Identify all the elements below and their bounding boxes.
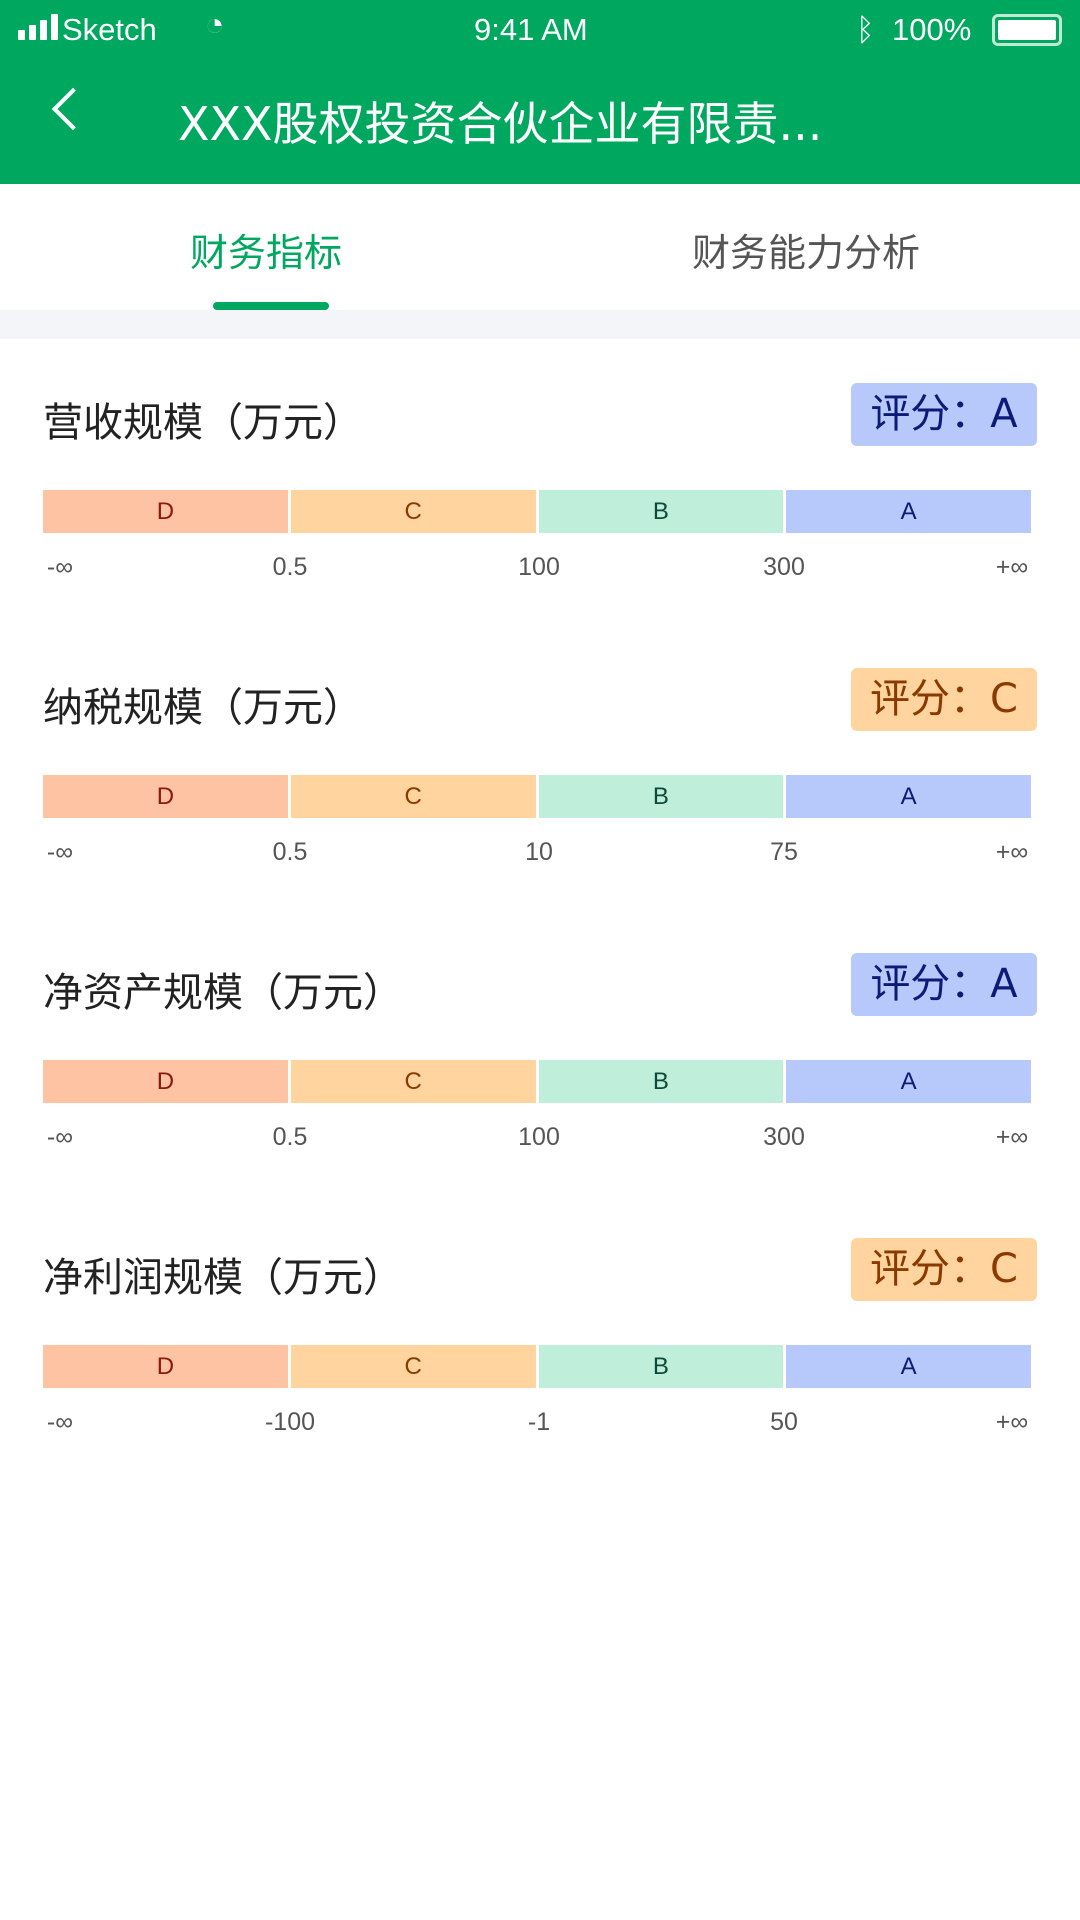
back-button[interactable] bbox=[51, 87, 95, 131]
threshold-label: +∞ bbox=[995, 1123, 1029, 1151]
tab-financial-ability-analysis[interactable]: 财务能力分析 bbox=[692, 231, 921, 275]
grade-segment-a: A bbox=[786, 775, 1031, 818]
battery-percent: 100% bbox=[892, 12, 972, 47]
grade-segment-c: C bbox=[290, 490, 536, 533]
bluetooth-icon: ᛒ bbox=[856, 12, 875, 47]
app-header: Sketch ◔ 9:41 AM ᛒ 100% XXX股权投资合伙企业有限责..… bbox=[0, 0, 1080, 184]
indicator-section: 营收规模（万元） 评分：A D C B A -∞ 0.5 100 300 +∞ bbox=[0, 383, 1080, 701]
grade-segment-a: A bbox=[786, 490, 1031, 533]
section-title: 净资产规模（万元） bbox=[43, 970, 403, 1016]
indicator-section: 净资产规模（万元） 评分：A D C B A -∞ 0.5 100 300 +∞ bbox=[0, 953, 1080, 1271]
divider bbox=[0, 310, 1080, 339]
threshold-label: 10 bbox=[525, 838, 553, 866]
grade-segment-c: C bbox=[290, 1060, 536, 1103]
threshold-label: 300 bbox=[763, 553, 805, 581]
grade-segment-b: B bbox=[538, 775, 784, 818]
threshold-label: +∞ bbox=[995, 1408, 1029, 1436]
threshold-label: -∞ bbox=[46, 553, 74, 581]
grade-segment-a: A bbox=[786, 1060, 1031, 1103]
page-title: XXX股权投资合伙企业有限责... bbox=[178, 97, 823, 151]
threshold-label: +∞ bbox=[995, 838, 1029, 866]
grade-segment-c: C bbox=[290, 775, 536, 818]
grade-segment-b: B bbox=[538, 490, 784, 533]
threshold-label: -∞ bbox=[46, 1408, 74, 1436]
threshold-label: 0.5 bbox=[272, 553, 308, 581]
score-badge: 评分：A bbox=[851, 383, 1037, 446]
battery-icon bbox=[992, 14, 1062, 46]
threshold-label: -1 bbox=[527, 1408, 551, 1436]
status-bar: Sketch ◔ 9:41 AM ᛒ 100% bbox=[0, 0, 1080, 62]
section-title: 净利润规模（万元） bbox=[43, 1255, 403, 1301]
threshold-label: 75 bbox=[770, 838, 798, 866]
wifi-icon: ◔ bbox=[205, 6, 225, 42]
threshold-label: 100 bbox=[518, 553, 560, 581]
clock: 9:41 AM bbox=[474, 12, 588, 47]
section-title: 营收规模（万元） bbox=[43, 400, 363, 446]
score-badge: 评分：C bbox=[851, 1238, 1037, 1301]
grade-segment-d: D bbox=[43, 775, 288, 818]
threshold-label: -∞ bbox=[46, 1123, 74, 1151]
threshold-label: +∞ bbox=[995, 553, 1029, 581]
threshold-label: -100 bbox=[264, 1408, 316, 1436]
threshold-label: 0.5 bbox=[272, 1123, 308, 1151]
grade-segment-a: A bbox=[786, 1345, 1031, 1388]
threshold-label: 300 bbox=[763, 1123, 805, 1151]
carrier: Sketch bbox=[62, 12, 157, 47]
threshold-label: 100 bbox=[518, 1123, 560, 1151]
score-badge: 评分：A bbox=[851, 953, 1037, 1016]
grade-segment-b: B bbox=[538, 1060, 784, 1103]
section-title: 纳税规模（万元） bbox=[43, 685, 363, 731]
threshold-label: -∞ bbox=[46, 838, 74, 866]
tab-bar: 财务指标 财务能力分析 bbox=[0, 184, 1080, 310]
tab-financial-indicators[interactable]: 财务指标 bbox=[190, 231, 343, 275]
signal-icon bbox=[18, 14, 58, 40]
active-tab-indicator bbox=[213, 302, 329, 310]
score-badge: 评分：C bbox=[851, 668, 1037, 731]
threshold-label: 50 bbox=[770, 1408, 798, 1436]
grade-segment-b: B bbox=[538, 1345, 784, 1388]
grade-segment-d: D bbox=[43, 490, 288, 533]
grade-segment-d: D bbox=[43, 1060, 288, 1103]
indicator-section: 纳税规模（万元） 评分：C D C B A -∞ 0.5 10 75 +∞ bbox=[0, 668, 1080, 986]
grade-segment-d: D bbox=[43, 1345, 288, 1388]
indicator-section: 净利润规模（万元） 评分：C D C B A -∞ -100 -1 50 +∞ bbox=[0, 1238, 1080, 1556]
threshold-label: 0.5 bbox=[272, 838, 308, 866]
grade-segment-c: C bbox=[290, 1345, 536, 1388]
